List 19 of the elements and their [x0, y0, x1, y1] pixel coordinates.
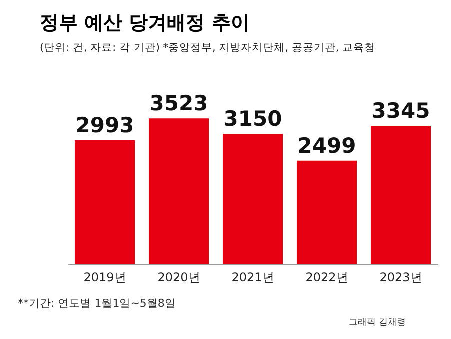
- bar: [297, 160, 357, 264]
- x-tick-label: 2019년: [84, 270, 126, 284]
- data-label: 3523: [150, 92, 208, 116]
- data-label: 2499: [298, 134, 356, 158]
- bar: [371, 126, 431, 264]
- bar: [75, 140, 135, 264]
- data-label: 3150: [224, 107, 282, 132]
- bar: [149, 118, 209, 264]
- data-label: 2993: [76, 114, 134, 138]
- x-tick-label: 2022년: [306, 270, 348, 284]
- x-tick-label: 2020년: [158, 270, 200, 284]
- text: 그래픽 김채령: [349, 317, 406, 329]
- chart-title: 정부 예산 당겨배정 추이: [40, 12, 250, 34]
- data-label: 3345: [372, 99, 430, 124]
- text: **기간: 연도별 1월1일~5월8일: [18, 296, 176, 311]
- bar: [223, 134, 283, 264]
- x-tick-label: 2023년: [380, 270, 422, 284]
- chart-subtitle: (단위: 건, 자료: 각 기관) *중앙정부, 지방자치단체, 공공기관, 교육청: [40, 42, 376, 54]
- x-tick-label: 2021년: [232, 270, 274, 284]
